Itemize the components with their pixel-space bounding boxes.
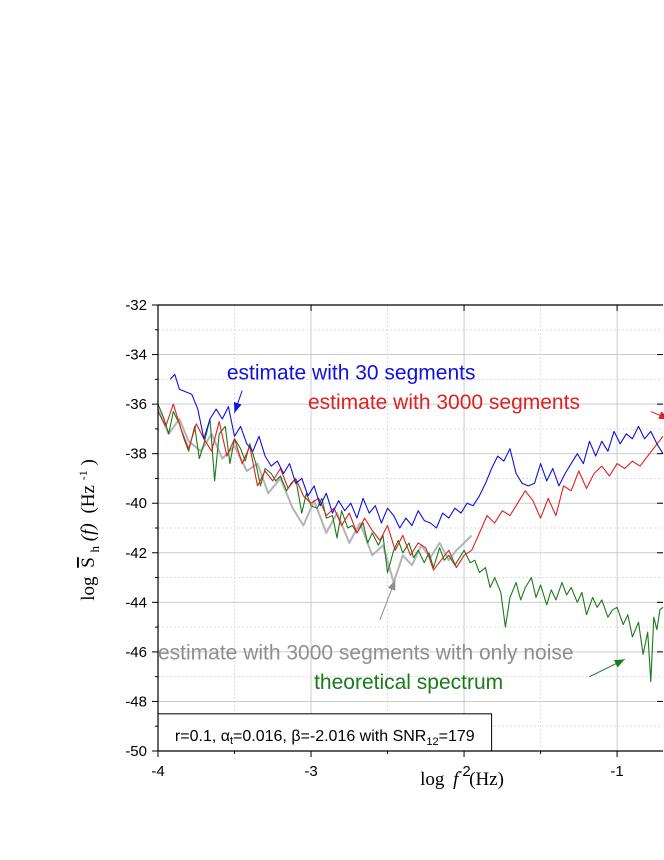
params-box-frame [157, 713, 493, 752]
series-line-1 [157, 403, 664, 683]
y-tick-label: -42 [125, 545, 147, 562]
annotation-theoretical-arrow-head [614, 659, 625, 668]
annotation-only-noise-arrow-head [387, 580, 396, 591]
y-axis-title-unit: (Hz [78, 485, 99, 513]
tick-layer: -50 -48 -46 -44 -42 -40 -38 -36 -34 -32 -4 -3 -2 -1 [125, 297, 663, 780]
annotation-theoretical-label: theoretical spectrum [314, 671, 503, 694]
x-tick-label: -2 [457, 763, 470, 780]
x-tick-label: -3 [304, 763, 317, 780]
y-axis-title-sub: h [87, 545, 102, 552]
params-text: r=0.1, αt=0.016, β=-2.016 with SNR12=179 [175, 728, 475, 748]
y-axis-title-close: ) [78, 459, 99, 465]
series-layer [157, 373, 664, 683]
y-tick-label: -48 [125, 693, 147, 710]
y-axis-title: log S h (f) (Hz -1 ) [71, 459, 104, 601]
params-box: r=0.1, αt=0.016, β=-2.016 with SNR12=179 [157, 713, 493, 752]
y-tick-label: -46 [125, 644, 147, 661]
y-tick-label: -44 [125, 594, 147, 611]
series-line-3 [169, 373, 664, 529]
params-snr-sub: 12 [426, 736, 438, 748]
params-alpha-sub: t [230, 735, 233, 747]
series-line-2 [157, 403, 664, 571]
annotation-30-segments-arrow-head [233, 402, 242, 413]
annotation-only-noise-label: estimate with 3000 segments with only no… [158, 641, 574, 664]
annotation-layer: estimate with 30 segments estimate with 3… [158, 361, 664, 694]
annotation-30-segments-label: estimate with 30 segments [227, 361, 476, 384]
y-tick-label: -36 [125, 396, 147, 413]
x-tick-label: -1 [610, 763, 623, 780]
y-axis-title-exp: -1 [76, 470, 90, 480]
y-tick-label: -32 [125, 297, 147, 314]
y-tick-label: -34 [125, 347, 147, 364]
y-axis-title-arg: (f) [78, 523, 99, 541]
params-snr-value: =179 [439, 728, 475, 745]
x-axis-title-base: log [420, 769, 445, 790]
x-tick-label: -4 [151, 763, 164, 780]
x-axis-title-var: f [453, 769, 461, 790]
annotation-3000-segments-arrow-head [658, 411, 664, 419]
grid [158, 305, 663, 751]
y-axis-title-sym: S [78, 557, 99, 568]
x-axis-title-unit: (Hz) [469, 769, 504, 790]
y-tick-label: -50 [125, 743, 147, 760]
params-beta-snr: =0.016, β=-2.016 with SNR [233, 728, 426, 745]
annotation-3000-segments-label: estimate with 3000 segments [308, 391, 580, 414]
params-alpha: α [221, 728, 230, 745]
y-axis-title-base: log [78, 576, 99, 601]
x-axis-title: log f (Hz) [420, 769, 504, 790]
y-tick-label: -40 [125, 495, 147, 512]
y-tick-label: -38 [125, 446, 147, 463]
params-r: r=0.1, [175, 728, 221, 745]
